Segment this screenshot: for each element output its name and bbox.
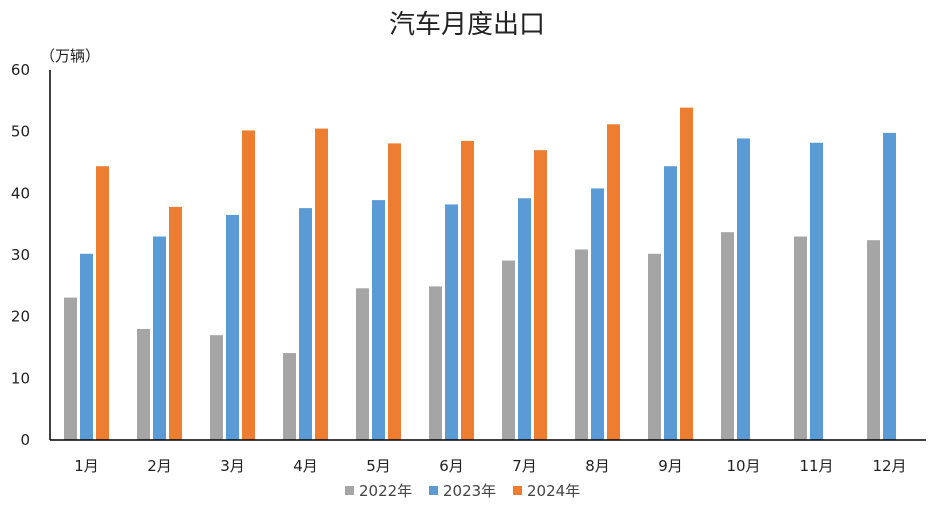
bar-2022年-12月 xyxy=(867,240,880,440)
x-tick-label: 12月 xyxy=(872,457,906,475)
bar-2024年-8月 xyxy=(607,124,620,441)
bar-2023年-6月 xyxy=(445,204,458,440)
bar-2022年-4月 xyxy=(283,353,296,440)
y-tick-label: 20 xyxy=(11,308,30,326)
bar-2022年-10月 xyxy=(721,232,734,440)
x-tick-label: 3月 xyxy=(220,457,245,475)
bar-2024年-2月 xyxy=(169,206,182,440)
legend-swatch xyxy=(345,486,354,495)
bar-2023年-3月 xyxy=(226,214,239,440)
x-tick-label: 7月 xyxy=(512,457,537,475)
y-tick-label: 30 xyxy=(11,246,30,264)
x-tick-label: 2月 xyxy=(147,457,172,475)
x-tick-label: 11月 xyxy=(799,457,833,475)
bar-2023年-4月 xyxy=(299,208,312,440)
bar-2023年-9月 xyxy=(664,166,677,440)
bar-2024年-9月 xyxy=(680,107,693,440)
bar-2023年-5月 xyxy=(372,200,385,440)
x-tick-label: 6月 xyxy=(439,457,464,475)
legend: 2022年 2023年 2024年 xyxy=(345,482,580,500)
x-tick-label: 4月 xyxy=(293,457,318,475)
bar-2022年-11月 xyxy=(794,236,807,440)
x-tick-label: 9月 xyxy=(658,457,683,475)
bar-2022年-1月 xyxy=(64,297,77,440)
bar-2022年-3月 xyxy=(210,335,223,440)
bars xyxy=(64,107,896,441)
bar-2023年-8月 xyxy=(591,188,604,440)
x-tick-label: 1月 xyxy=(74,457,99,475)
x-tick-label: 5月 xyxy=(366,457,391,475)
bar-2023年-7月 xyxy=(518,198,531,440)
bar-2024年-7月 xyxy=(534,150,547,440)
bar-2023年-12月 xyxy=(883,132,896,440)
y-tick-label: 0 xyxy=(20,431,30,449)
legend-swatch xyxy=(513,486,522,495)
bar-2022年-6月 xyxy=(429,286,442,440)
bar-2022年-8月 xyxy=(575,249,588,440)
y-unit-label: （万辆） xyxy=(40,47,100,65)
legend-label: 2024年 xyxy=(527,482,580,500)
bar-2023年-2月 xyxy=(153,236,166,440)
y-tick-label: 40 xyxy=(11,184,30,202)
x-tick-label: 10月 xyxy=(726,457,760,475)
y-tick-label: 60 xyxy=(11,61,30,79)
x-axis-ticks: 1月 2月 3月 4月 5月 6月 7月 8月 9月 10月 11月 12月 xyxy=(74,457,906,475)
bar-2024年-5月 xyxy=(388,143,401,440)
y-tick-label: 10 xyxy=(11,369,30,387)
bar-2024年-1月 xyxy=(96,166,109,440)
x-tick-label: 8月 xyxy=(585,457,610,475)
chart-title: 汽车月度出口 xyxy=(389,10,545,40)
bar-2022年-9月 xyxy=(648,253,661,440)
y-tick-label: 50 xyxy=(11,123,30,141)
legend-label: 2023年 xyxy=(443,482,496,500)
bar-2022年-7月 xyxy=(502,260,515,440)
bar-2023年-1月 xyxy=(80,253,93,440)
bar-2024年-3月 xyxy=(242,130,255,440)
bar-2023年-10月 xyxy=(737,138,750,440)
bar-2024年-6月 xyxy=(461,140,474,440)
legend-swatch xyxy=(429,486,438,495)
bar-2023年-11月 xyxy=(810,142,823,440)
bar-2022年-2月 xyxy=(137,329,150,440)
bar-2022年-5月 xyxy=(356,288,369,440)
y-axis-ticks: 0 10 20 30 40 50 60 xyxy=(11,61,30,449)
legend-label: 2022年 xyxy=(359,482,412,500)
bar-2024年-4月 xyxy=(315,128,328,441)
